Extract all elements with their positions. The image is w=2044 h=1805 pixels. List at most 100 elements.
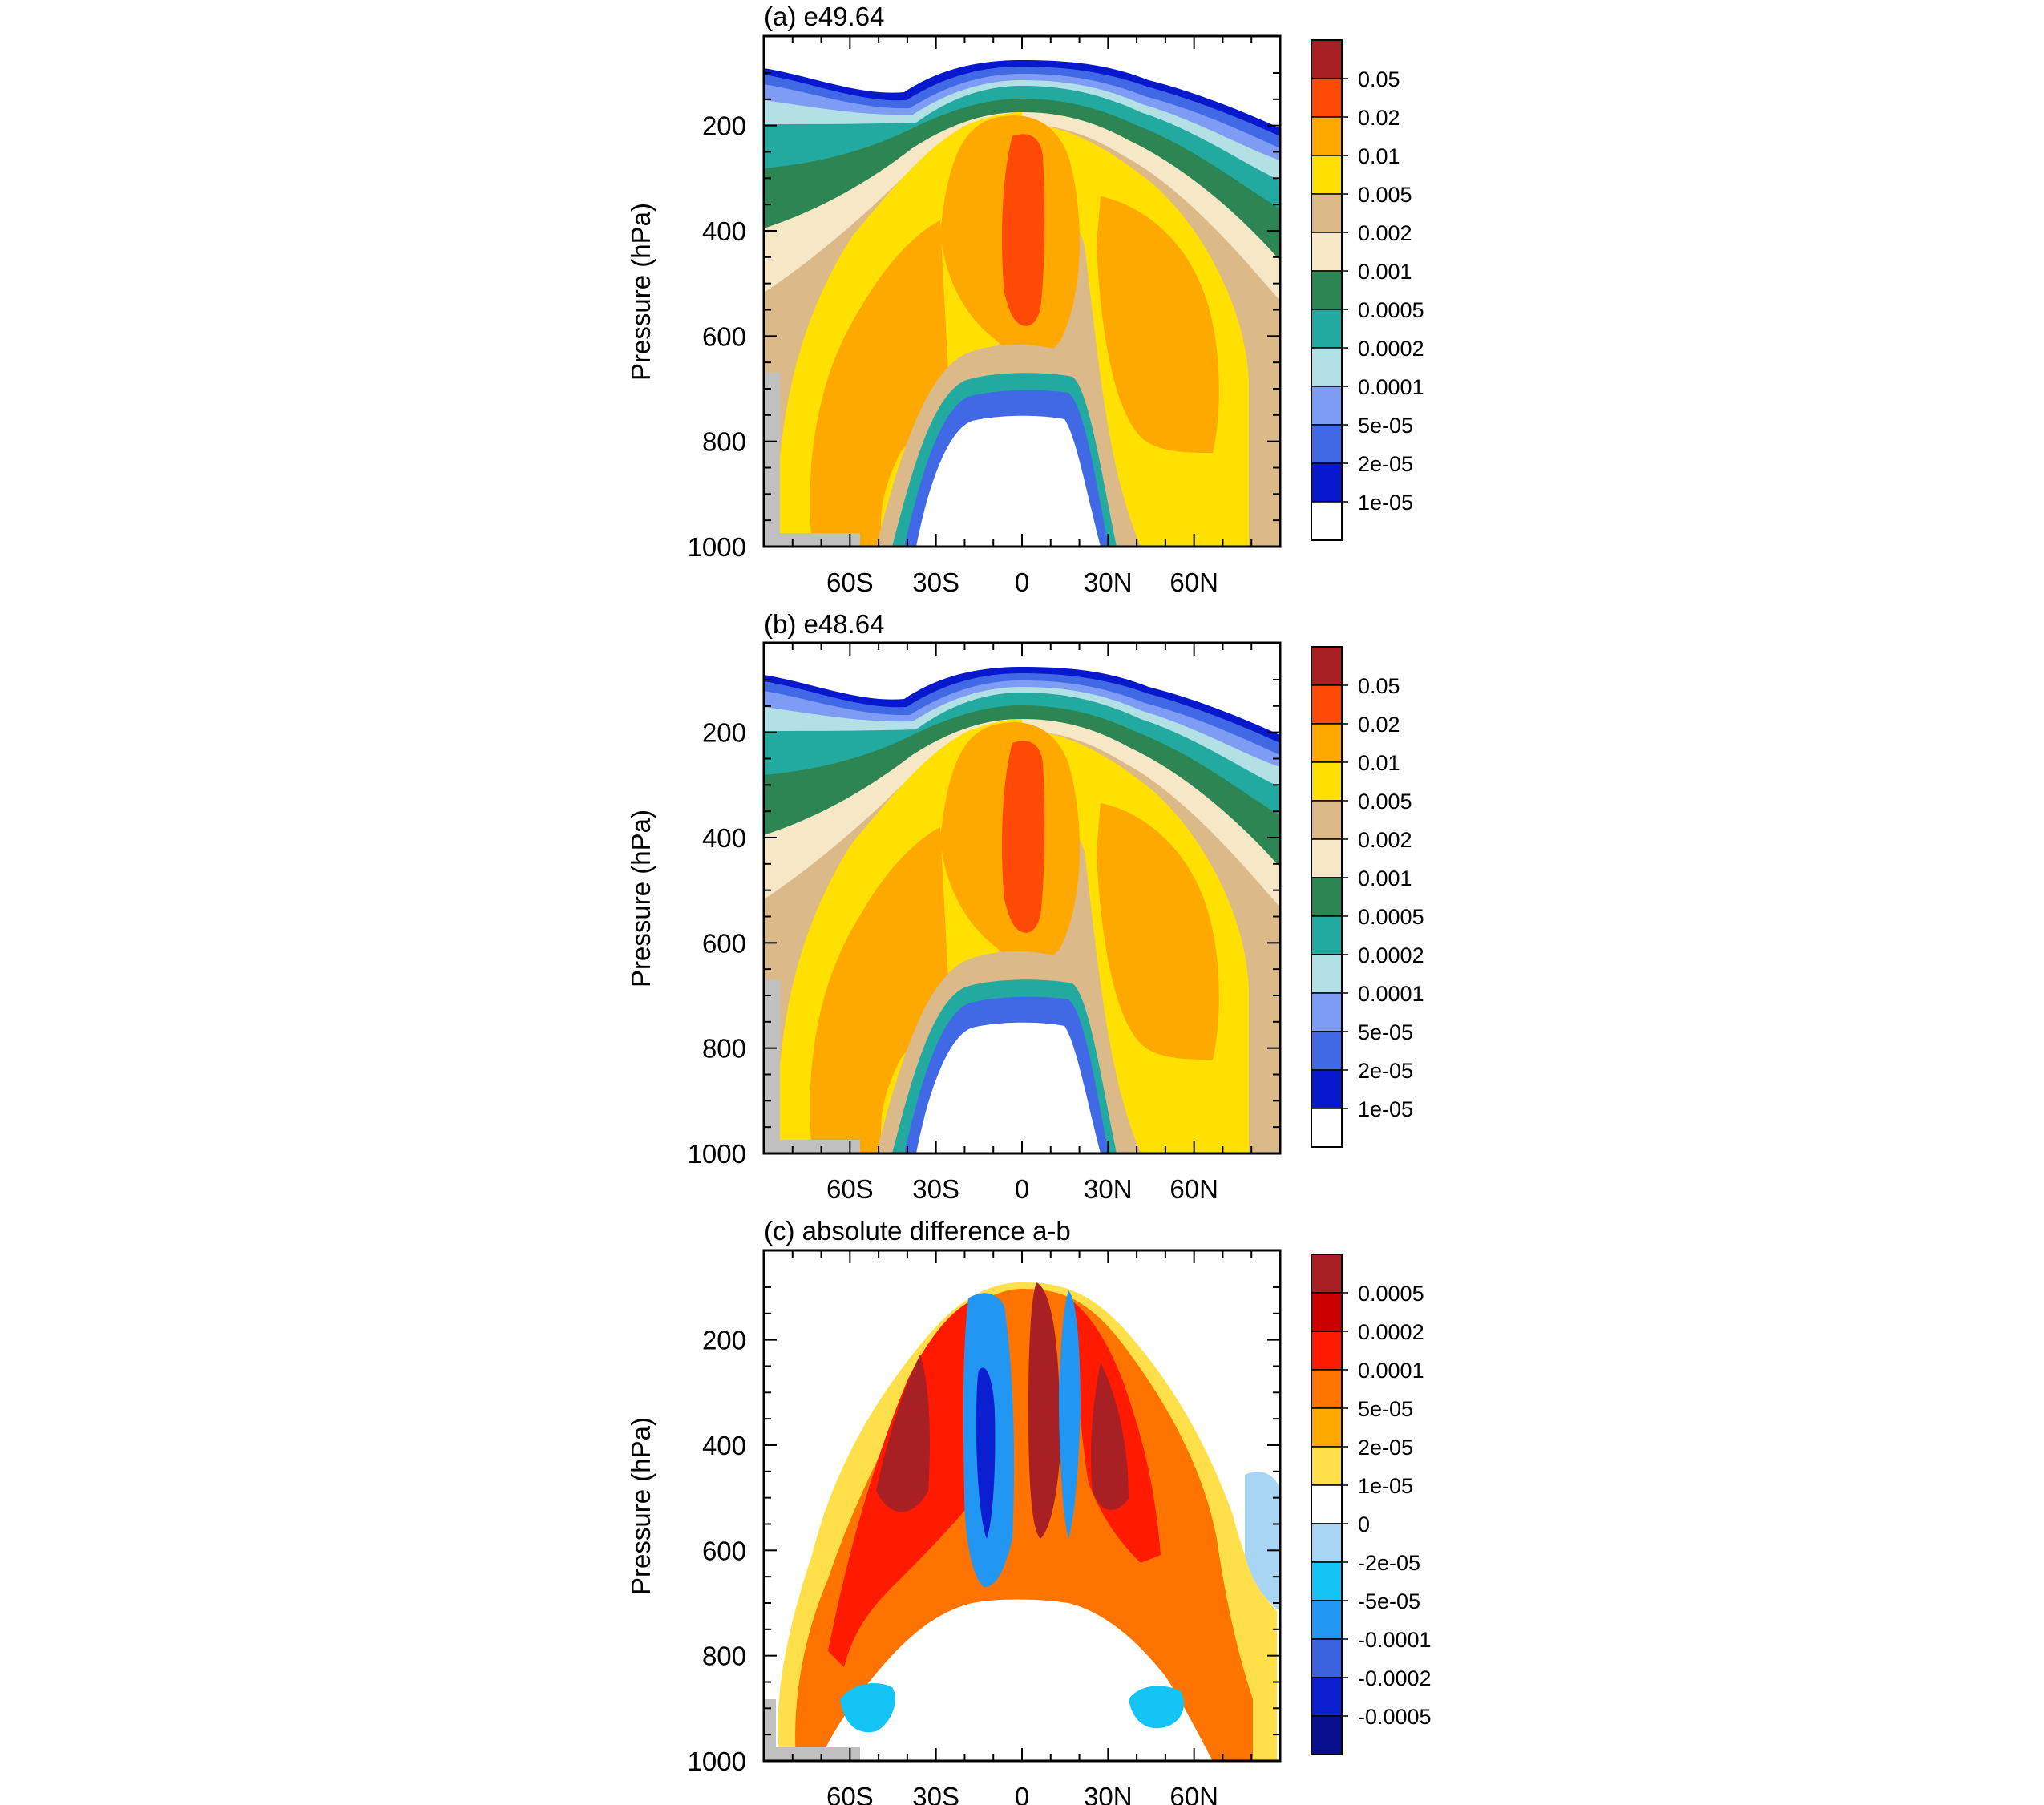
colorbar-label: 0.0001 <box>1358 1359 1424 1383</box>
y-axis-ticks: 200 400 600 800 1000 <box>688 1286 1280 1776</box>
colorbar-swatch <box>1311 270 1343 310</box>
colorbar-swatch <box>1311 78 1343 118</box>
colorbar-label: -5e-05 <box>1358 1589 1420 1613</box>
contour-band-9 <box>810 722 1219 1153</box>
colorbar-label: -0.0001 <box>1358 1628 1432 1652</box>
x-tick-label: 60S <box>826 1782 874 1805</box>
x-tick-label: 0 <box>1015 1782 1029 1805</box>
contour-band-10 <box>1002 134 1045 326</box>
colorbar-swatch <box>1311 39 1343 79</box>
x-tick-label: 60N <box>1169 1782 1218 1805</box>
colorbar-swatch <box>1311 877 1343 917</box>
colorbar-label: 0.01 <box>1358 144 1400 168</box>
y-tick-label: 200 <box>702 111 746 141</box>
y-axis-ticks: 200 400 600 800 1000 <box>688 71 1280 562</box>
colorbar-label: 0 <box>1358 1512 1370 1536</box>
missing-data-mask <box>764 373 860 547</box>
y-tick-label: 800 <box>702 1641 746 1671</box>
colorbar-swatch <box>1311 1407 1343 1448</box>
colorbar-label: 0.001 <box>1358 260 1412 284</box>
y-tick-label: 400 <box>702 823 746 853</box>
x-tick-label: 0 <box>1015 567 1029 597</box>
contour-band-14 <box>916 1022 1101 1153</box>
diff-band-center-blank <box>900 1601 1129 1761</box>
colorbar-swatch <box>1311 386 1343 426</box>
diff-band-bottom-blob <box>840 1683 1184 1733</box>
colorbar-label: 0.01 <box>1358 751 1400 775</box>
y-tick-label: 600 <box>702 1536 746 1565</box>
panel-a-ylabel: Pressure (hPa) <box>626 203 656 381</box>
colorbar-label: 2e-05 <box>1358 452 1413 476</box>
colorbar-label: 1e-05 <box>1358 491 1413 515</box>
colorbar-swatch <box>1311 1715 1343 1755</box>
colorbar-label: 0.002 <box>1358 828 1412 852</box>
colorbar-label: 0.0002 <box>1358 943 1424 967</box>
x-axis-ticks: 60S 30S 0 30N 60N <box>791 1250 1253 1805</box>
colorbar-swatch <box>1311 761 1343 802</box>
x-tick-label: 30S <box>912 1782 959 1805</box>
colorbar-swatch <box>1311 1069 1343 1109</box>
colorbar-swatch <box>1311 992 1343 1032</box>
colorbar-swatch <box>1311 1031 1343 1071</box>
y-tick-label: 200 <box>702 718 746 748</box>
colorbar-swatch <box>1311 1484 1343 1524</box>
colorbar-swatch <box>1311 915 1343 955</box>
panel-a-title: (a) e49.64 <box>764 2 885 31</box>
x-tick-label: 60N <box>1169 1174 1218 1204</box>
colorbar-label: 0.0001 <box>1358 982 1424 1006</box>
colorbar-swatch <box>1311 1108 1343 1148</box>
colorbar-swatch <box>1311 723 1343 763</box>
colorbar-label: -0.0002 <box>1358 1666 1432 1690</box>
colorbar-swatch <box>1311 232 1343 272</box>
colorbar-label: 0.02 <box>1358 106 1400 130</box>
colorbar-label: -0.0005 <box>1358 1705 1432 1729</box>
colorbar-label: 0.005 <box>1358 789 1412 814</box>
colorbar-label: 0.002 <box>1358 221 1412 245</box>
colorbar-swatch <box>1311 462 1343 503</box>
y-tick-label: 400 <box>702 216 746 246</box>
colorbar-swatch <box>1311 1331 1343 1371</box>
y-tick-label: 800 <box>702 427 746 457</box>
colorbar-label: 0.001 <box>1358 866 1412 890</box>
colorbar-label: 5e-05 <box>1358 1020 1413 1044</box>
panel-b-ylabel: Pressure (hPa) <box>626 810 656 987</box>
y-tick-label: 800 <box>702 1034 746 1064</box>
panel-b-title: (b) e48.64 <box>764 609 885 639</box>
colorbar-swatch <box>1311 1292 1343 1332</box>
colorbar-swatch <box>1311 646 1343 686</box>
colorbar-frame <box>1311 646 1343 1148</box>
colorbar-label: 1e-05 <box>1358 1474 1413 1498</box>
colorbar-swatch <box>1311 1446 1343 1486</box>
colorbar-swatch <box>1311 684 1343 725</box>
x-axis-ticks: 60S 30S 0 30N 60N <box>791 36 1253 597</box>
missing-data-mask <box>764 979 860 1153</box>
diff-band-darkred <box>876 1282 1129 1539</box>
panel-c-ylabel: Pressure (hPa) <box>626 1417 656 1595</box>
colorbar: 0.0005 0.0002 0.0001 5e-05 2e-05 1e-05 0 -2e-05… <box>1311 1254 1432 1755</box>
x-tick-label: 0 <box>1015 1174 1029 1204</box>
colorbar-label: 0.0005 <box>1358 1282 1424 1306</box>
contour-field-a <box>764 36 1280 547</box>
x-axis-ticks: 60S 30S 0 30N 60N <box>791 643 1253 1204</box>
x-tick-label: 60N <box>1169 567 1218 597</box>
x-tick-label: 60S <box>826 567 874 597</box>
colorbar-swatch <box>1311 1638 1343 1678</box>
colorbar-swatch <box>1311 155 1343 195</box>
colorbar-swatch <box>1311 1561 1343 1601</box>
colorbar-swatch <box>1311 347 1343 387</box>
colorbar-label: 2e-05 <box>1358 1059 1413 1083</box>
colorbar-swatch <box>1311 116 1343 156</box>
colorbar-swatch <box>1311 309 1343 349</box>
x-tick-label: 30N <box>1084 1782 1133 1805</box>
y-tick-label: 1000 <box>688 532 746 562</box>
x-tick-label: 60S <box>826 1174 874 1204</box>
diff-band-blue <box>963 1290 1081 1587</box>
colorbar-label: 1e-05 <box>1358 1097 1413 1121</box>
colorbar: 0.05 0.02 0.01 0.005 0.002 0.001 0.0005 0.0002 0… <box>1311 646 1424 1148</box>
colorbar-label: 2e-05 <box>1358 1436 1413 1460</box>
y-tick-label: 1000 <box>688 1139 746 1169</box>
colorbar-label: -2e-05 <box>1358 1551 1420 1575</box>
y-tick-label: 400 <box>702 1431 746 1460</box>
y-tick-label: 1000 <box>688 1746 746 1776</box>
